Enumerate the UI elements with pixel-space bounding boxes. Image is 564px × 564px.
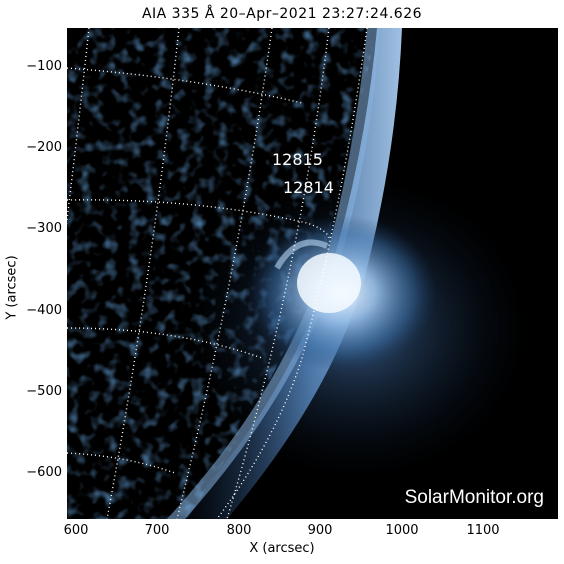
region-label-12815: 12815 [272,150,323,169]
image-title: AIA 335 Å 20–Apr–2021 23:27:24.626 [141,6,423,22]
y-tick-label: −400 [26,303,62,318]
y-tick-label: −500 [26,384,62,399]
coronal-loop [274,239,329,270]
solar-image: 12815 12814 SolarMonitor.org [67,28,558,519]
y-tick-label: −600 [26,465,62,480]
coordinate-grid [67,28,368,519]
region-label-12814: 12814 [283,178,334,197]
x-tick-label: 700 [144,523,170,538]
x-tick-label: 800 [226,523,252,538]
solar-image-svg [67,28,527,519]
y-tick-label: −100 [26,59,62,74]
credit-watermark: SolarMonitor.org [404,487,544,508]
y-axis-label: Y (arcsec) [4,255,20,320]
active-region-core [297,253,361,313]
x-tick-label: 1000 [385,523,419,538]
x-tick-label: 1100 [466,523,500,538]
x-tick-label: 600 [63,523,89,538]
y-tick-label: −300 [26,221,62,236]
x-tick-label: 900 [307,523,333,538]
x-axis-label: X (arcsec) [249,541,315,556]
y-tick-label: −200 [26,140,62,155]
